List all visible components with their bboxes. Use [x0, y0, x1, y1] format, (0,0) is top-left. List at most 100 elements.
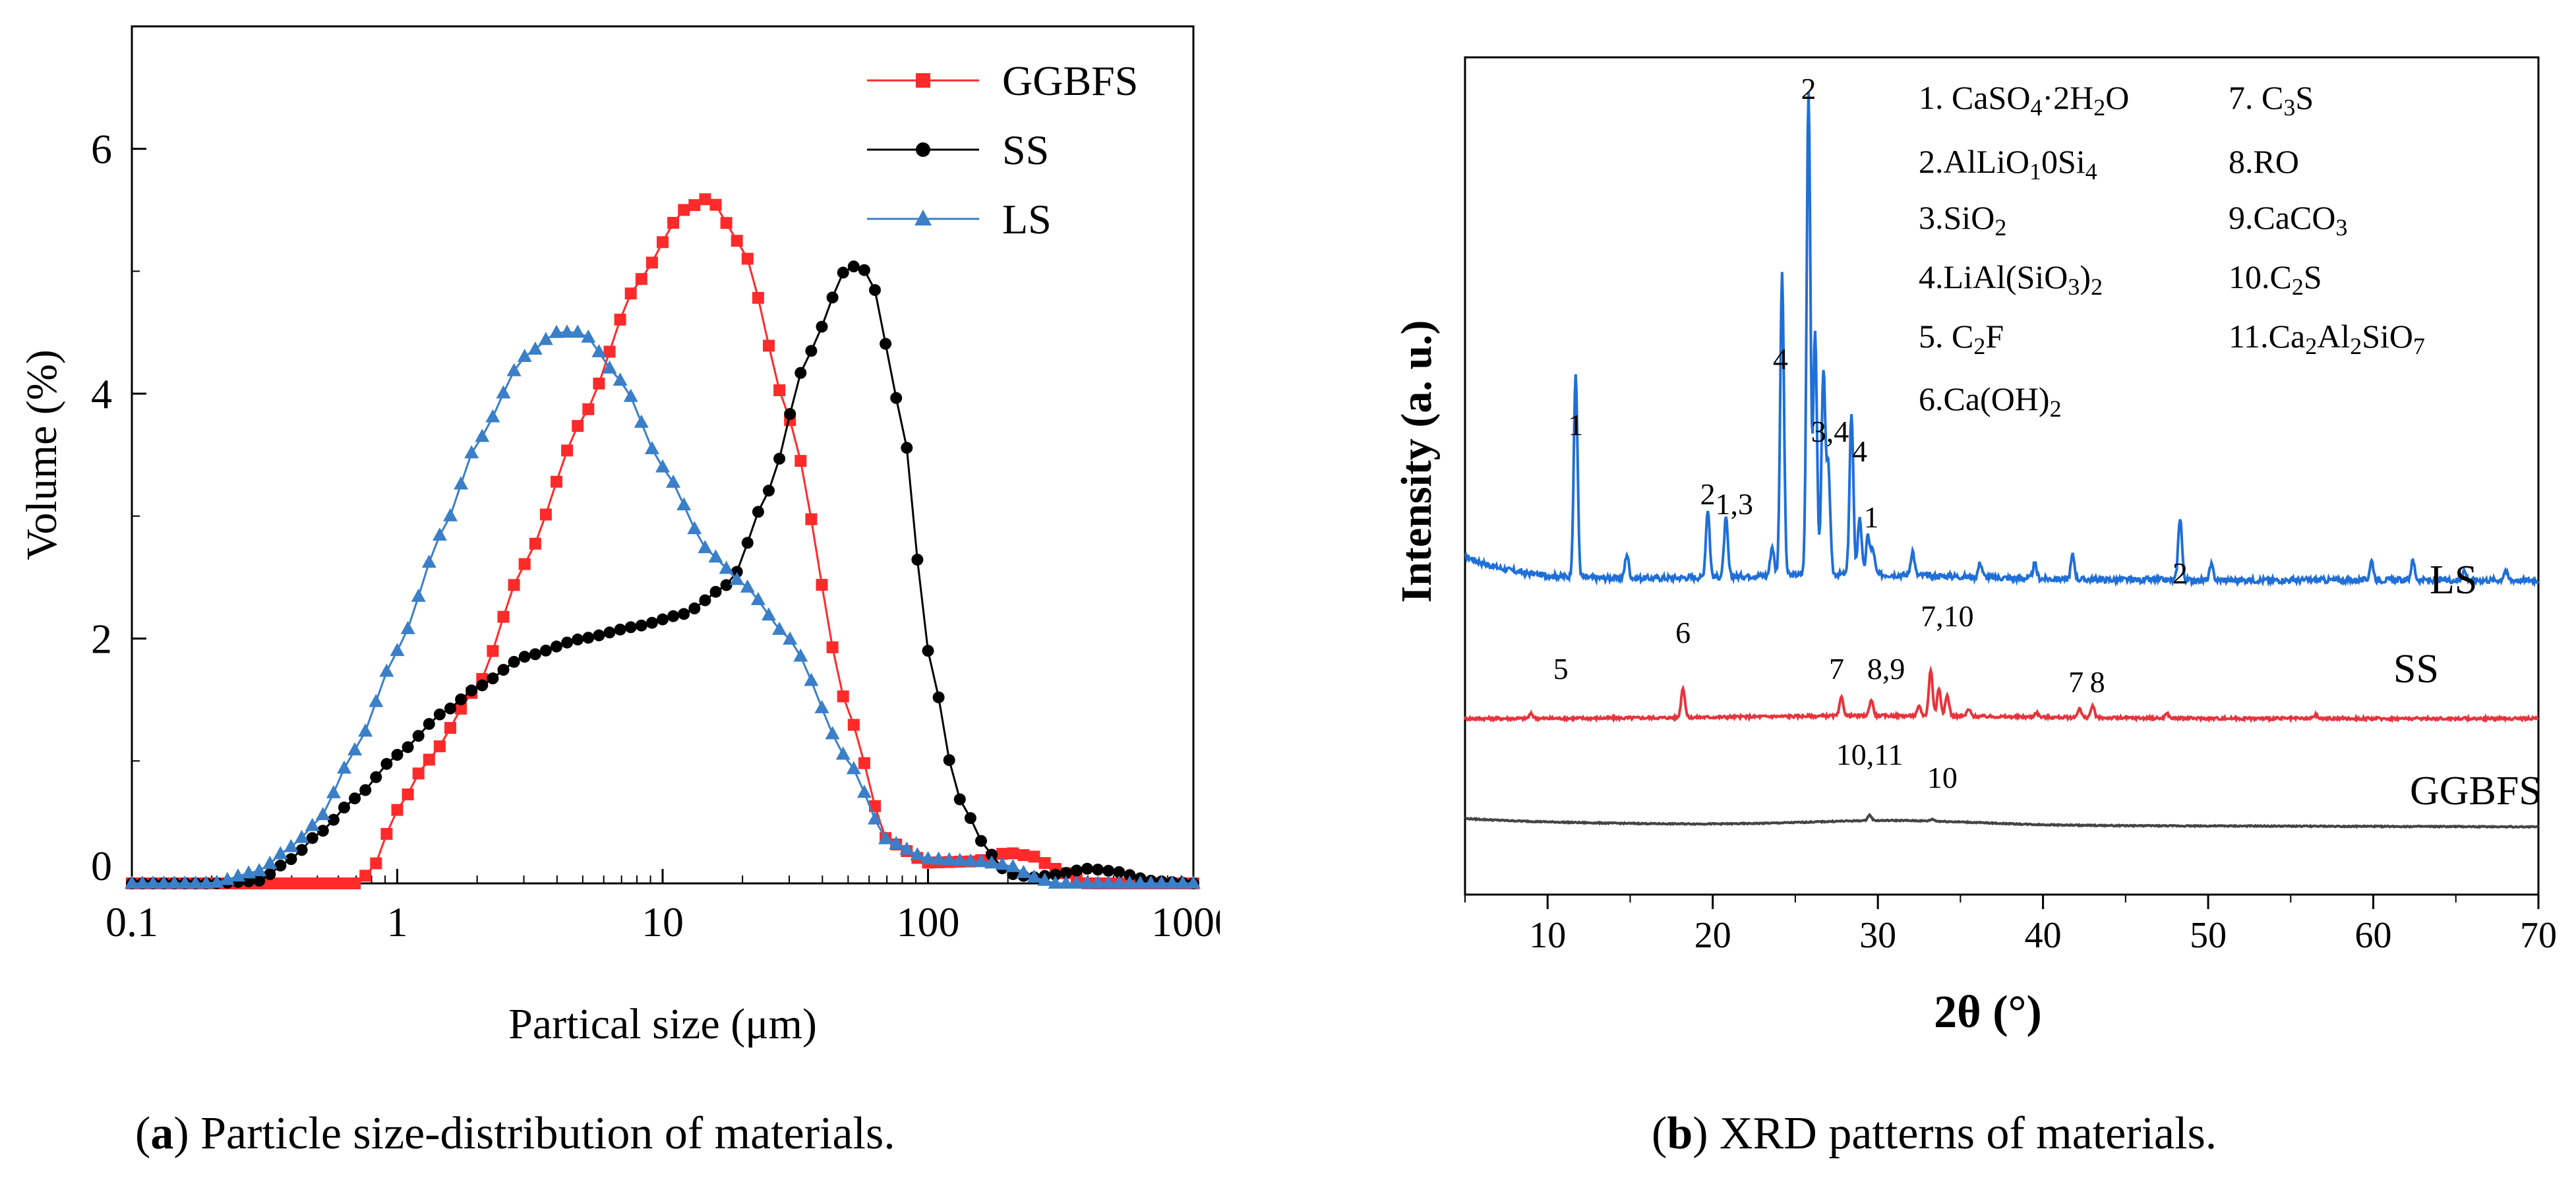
data-point: [731, 235, 743, 247]
series-ls: [125, 324, 1201, 889]
data-point: [603, 345, 616, 358]
data-point: [572, 420, 584, 432]
data-point: [412, 730, 425, 742]
data-point: [613, 372, 628, 386]
peak-label: 7: [2068, 665, 2083, 699]
data-point: [561, 636, 574, 649]
data-point: [825, 726, 840, 740]
data-point: [676, 497, 692, 511]
data-point: [370, 857, 382, 870]
data-point: [741, 537, 754, 549]
data-point: [167, 875, 182, 889]
data-point: [1069, 875, 1084, 889]
data-point: [274, 877, 287, 889]
data-point: [1028, 850, 1040, 863]
data-point: [423, 718, 435, 730]
data-point: [1070, 864, 1083, 877]
data-point: [433, 740, 446, 753]
caption-a-text: ) Particle size-distribution of material…: [173, 1108, 895, 1159]
data-point: [327, 877, 340, 889]
data-point: [763, 340, 775, 352]
data-point: [623, 388, 638, 402]
data-point: [305, 817, 320, 831]
x-tick-label: 1: [387, 899, 408, 945]
data-point: [1133, 875, 1148, 889]
data-point: [868, 811, 882, 825]
data-point: [295, 844, 308, 856]
data-point: [464, 445, 479, 459]
legend-entry-ss: SS: [867, 127, 1049, 173]
phase-legend-item: 2.AlLiO10Si4: [1919, 143, 2097, 185]
data-point: [349, 792, 361, 805]
series-label-ss: SS: [2393, 647, 2439, 692]
data-point: [315, 806, 330, 820]
data-point: [963, 853, 978, 867]
data-point: [433, 708, 446, 721]
data-point: [284, 839, 299, 852]
data-point: [846, 761, 861, 775]
data-point: [455, 693, 467, 705]
data-point: [538, 332, 553, 345]
peak-label: 10: [1927, 761, 1958, 794]
data-point: [316, 877, 329, 889]
data-point: [529, 648, 541, 661]
data-point: [135, 875, 150, 889]
data-point: [285, 877, 297, 889]
data-point: [666, 474, 681, 488]
data-point: [423, 754, 435, 766]
data-point: [805, 513, 818, 525]
legend-marker: [916, 142, 930, 157]
data-point: [687, 521, 702, 535]
data-point: [1186, 875, 1201, 889]
peak-label: 7,10: [1921, 599, 1974, 633]
data-point: [1037, 872, 1052, 886]
data-point: [835, 746, 851, 760]
data-point: [306, 832, 318, 844]
data-point: [984, 855, 1000, 869]
data-point: [772, 621, 787, 635]
data-point: [995, 856, 1010, 870]
x-axis-label: 2θ (°): [1934, 987, 2042, 1038]
data-point: [869, 800, 881, 812]
caption-b: (b) XRD patterns of materials.: [1652, 1108, 2217, 1160]
data-point: [740, 579, 755, 593]
data-point: [125, 875, 139, 889]
data-point: [572, 634, 584, 646]
series-ggbfs: [126, 193, 1199, 889]
legend-marker: [914, 210, 932, 225]
data-point: [1175, 875, 1190, 889]
data-point: [593, 629, 605, 641]
data-point: [688, 602, 701, 614]
data-point: [444, 722, 456, 734]
data-point: [264, 868, 276, 880]
data-point: [1143, 875, 1158, 889]
x-tick-label: 10: [642, 899, 684, 945]
data-point: [506, 363, 522, 376]
data-point: [188, 875, 203, 889]
y-tick-label: 4: [91, 370, 112, 417]
data-point: [602, 360, 617, 374]
legend-label: LS: [1002, 196, 1052, 243]
data-point: [1049, 868, 1062, 881]
data-point: [816, 320, 828, 333]
data-point: [338, 801, 350, 814]
data-point: [508, 655, 520, 668]
data-point: [645, 256, 658, 269]
data-point: [527, 341, 543, 355]
peak-label: 1: [1864, 500, 1879, 534]
x-tick-label: 50: [2190, 915, 2227, 956]
series-ss: [126, 260, 1199, 889]
data-point: [581, 329, 596, 343]
series-line: [132, 331, 1193, 885]
data-point: [614, 623, 626, 636]
peak-label: 10,11: [1836, 738, 1903, 771]
data-point: [379, 663, 394, 677]
data-point: [889, 835, 904, 849]
data-point: [1164, 875, 1180, 889]
data-point: [794, 455, 807, 467]
data-point: [412, 767, 425, 780]
data-point: [719, 560, 734, 574]
